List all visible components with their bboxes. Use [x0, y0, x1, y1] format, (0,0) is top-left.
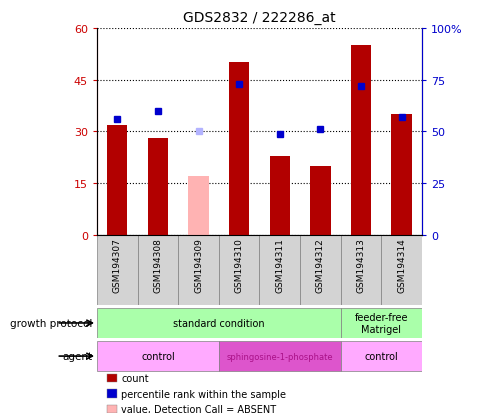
Bar: [350, 46, 370, 235]
Bar: [340, 341, 421, 371]
Text: GSM194313: GSM194313: [356, 237, 365, 292]
Bar: [310, 166, 330, 235]
Bar: [107, 125, 127, 235]
Text: feeder-free
Matrigel: feeder-free Matrigel: [354, 312, 407, 335]
Bar: [178, 235, 218, 306]
Bar: [340, 308, 421, 338]
Bar: [148, 139, 168, 235]
Bar: [218, 235, 259, 306]
Text: GSM194310: GSM194310: [234, 237, 243, 292]
Text: GSM194309: GSM194309: [194, 237, 203, 292]
Text: GSM194314: GSM194314: [396, 237, 405, 292]
Text: count: count: [121, 373, 149, 383]
Text: control: control: [141, 351, 174, 361]
Text: control: control: [363, 351, 397, 361]
Bar: [137, 235, 178, 306]
Bar: [300, 235, 340, 306]
Bar: [97, 308, 340, 338]
Text: GSM194308: GSM194308: [153, 237, 162, 292]
Bar: [188, 177, 208, 235]
Text: GSM194312: GSM194312: [315, 237, 324, 292]
Bar: [340, 235, 380, 306]
Bar: [97, 235, 137, 306]
Bar: [391, 115, 411, 235]
Text: growth protocol: growth protocol: [10, 318, 92, 328]
Bar: [218, 341, 340, 371]
Bar: [228, 63, 249, 235]
Text: agent: agent: [62, 351, 92, 361]
Text: value, Detection Call = ABSENT: value, Detection Call = ABSENT: [121, 404, 276, 413]
Bar: [380, 235, 421, 306]
Bar: [97, 341, 218, 371]
Text: GSM194311: GSM194311: [275, 237, 284, 292]
Text: percentile rank within the sample: percentile rank within the sample: [121, 389, 286, 399]
Title: GDS2832 / 222286_at: GDS2832 / 222286_at: [183, 11, 335, 25]
Text: standard condition: standard condition: [173, 318, 264, 328]
Bar: [269, 156, 289, 235]
Bar: [259, 235, 300, 306]
Text: sphingosine-1-phosphate: sphingosine-1-phosphate: [226, 352, 333, 361]
Text: GSM194307: GSM194307: [113, 237, 121, 292]
